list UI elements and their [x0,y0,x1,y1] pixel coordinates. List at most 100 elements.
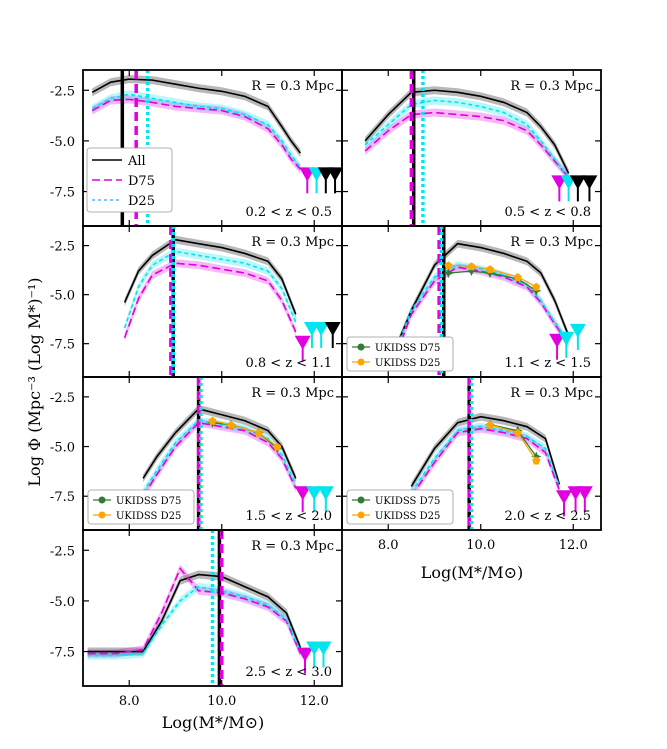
band-d75 [397,263,569,356]
upper-limit-marker [306,486,323,501]
ukidss-line-1 [212,420,278,448]
upper-limit-marker [317,486,334,501]
panel-6-frame [341,376,602,531]
upper-limit-marker [576,486,593,501]
ukidss-legend: UKIDSS D75 UKIDSS D25 [346,336,454,372]
y-tick-label: -7.5 [50,646,75,661]
x-tick-label: 8.0 [119,694,140,709]
y-tick-label: -7.5 [50,338,75,353]
upper-limit-marker [294,335,311,350]
line-d75 [87,566,302,655]
ukidss-d25-point [444,261,453,270]
x-tick-label: 12.0 [300,694,329,709]
line-d75 [91,98,301,170]
line-d75 [396,266,570,352]
panel-3: -2.5 -5.0 -7.5 R = 0.3 Mpc 0.8 < z < 1.1 [50,225,343,378]
panel-2-plot [364,70,598,226]
line-all [364,89,570,174]
main-legend: All D75 D25 [86,147,173,213]
ukidss-d25-legend-label: UKIDSS D25 [375,358,440,369]
main-legend-frame [86,147,173,213]
band-all [143,404,296,483]
ukidss-d25-point [513,272,522,281]
band-d25 [124,247,296,332]
ukidss-d25-point [532,282,541,291]
panel-4-plot [396,226,586,377]
ukidss-d25-point [254,428,263,437]
panel-7-plot [87,530,332,686]
panels-group: -2.5 -5.0 -7.5 R = 0.3 Mpc 0.2 < z < 0.5 R = … [50,69,602,709]
x-axis-label-bottom-left: Log(M*/M⊙) [162,713,265,732]
line-d25 [87,585,302,657]
upper-limit-marker [315,641,332,656]
legend-all-label: All [127,154,146,169]
redshift-label: 2.5 < z < 3.0 [245,665,332,680]
line-d25 [396,264,570,346]
x-axis-label-right: Log(M*/M⊙) [421,563,524,582]
ukidss-d25-point [467,262,476,271]
band-d75 [87,564,301,658]
line-d25 [142,419,297,493]
x-tick-label: 10.0 [207,694,236,709]
y-tick-label: -2.5 [50,84,75,99]
ukidss-d25-legend-label: UKIDSS D25 [375,511,440,522]
y-tick-label: -5.0 [50,441,75,456]
upper-limit-marker [297,647,313,662]
legend-d75-label: D75 [128,174,155,189]
ukidss-d25-point [486,265,494,274]
radius-label: R = 0.3 Mpc [251,235,334,250]
line-d25 [123,250,297,329]
upper-limit-marker [313,321,330,336]
panel-7-frame [82,529,343,687]
ukidss-d25-point [208,416,217,425]
radius-label: R = 0.3 Mpc [510,79,593,94]
line-all [123,238,297,315]
ukidss-d75-legend-label: UKIDSS D75 [116,496,181,507]
radius-label: R = 0.3 Mpc [251,539,334,554]
panel-7: -2.5 -5.0 -7.5 8.0 10.0 12.0 R = 0.3 Mpc 2.5 < … [50,529,343,709]
line-d25 [364,99,570,178]
redshift-label: 1.5 < z < 2.0 [245,509,332,524]
line-d75 [142,421,297,497]
y-tick-label: -7.5 [50,490,75,505]
ukidss-d25-point [273,442,282,451]
y-tick-label: -5.0 [50,595,75,610]
y-tick-label: -2.5 [50,391,75,406]
line-d75 [123,262,297,339]
upper-limit-marker [327,167,342,182]
upper-limit-marker [558,331,575,346]
radius-label: R = 0.3 Mpc [510,386,593,401]
line-all [91,78,302,154]
upper-limit-marker [324,321,341,336]
band-all [365,86,569,178]
ukidss-d25-point [227,420,235,429]
upper-limit-marker [549,333,566,348]
line-all [396,242,570,344]
band-d75 [92,95,301,174]
y-axis-label: Log Φ (Mpc⁻³ (Log M*)⁻¹) [25,277,44,486]
panel-6-plot [410,377,593,530]
redshift-label: 0.5 < z < 0.8 [504,205,591,220]
ukidss-d75-legend-label: UKIDSS D75 [375,343,440,354]
legend-d25-label: D25 [128,194,155,209]
ukidss-d25-legend-label: UKIDSS D25 [116,511,181,522]
band-d75 [365,108,569,182]
panel-5-plot [142,377,334,530]
y-tick-label: -2.5 [50,544,75,559]
upper-limit-marker [581,175,598,190]
panel-5: -2.5 -5.0 -7.5 R = 0.3 Mpc 1.5 < z < 2.0 UKID… [50,376,343,531]
ukidss-d25-point [486,420,494,429]
x-tick-label: 8.0 [378,538,399,553]
ukidss-d75-point [443,268,454,279]
ukidss-d25-point [513,428,522,437]
x-tick-label: 12.0 [559,538,588,553]
ukidss-d25-point [532,456,541,465]
line-d25 [91,93,302,168]
band-d25 [365,96,569,182]
upper-limit-marker [294,486,311,501]
ukidss-legend: UKIDSS D75 UKIDSS D25 [346,489,454,525]
radius-label: R = 0.3 Mpc [510,235,593,250]
y-tick-label: -7.5 [50,186,75,201]
